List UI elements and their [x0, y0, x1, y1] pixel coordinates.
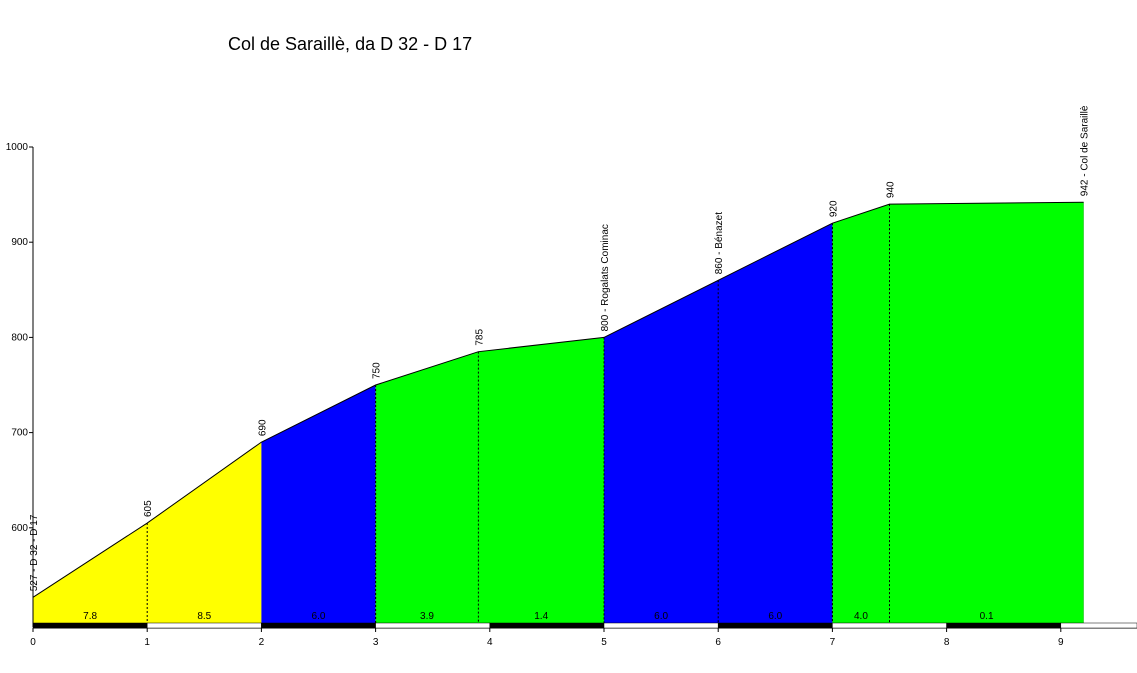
- point-labels: 527 - D 32 - D 17 605 690 750 785 800 - Rogal…: [29, 105, 1091, 591]
- point-label: 920: [828, 200, 839, 217]
- point-label: 942 - Col de Saraillè: [1080, 105, 1091, 196]
- x-tick-label: 1: [144, 637, 150, 648]
- distance-bar-block: [489, 622, 605, 629]
- x-tick-label: 5: [601, 637, 607, 648]
- x-tick-label: 4: [487, 637, 493, 648]
- distance-bar-block: [946, 622, 1062, 629]
- gradient-label: 1.4: [534, 611, 548, 622]
- area-segment-4: [604, 223, 833, 623]
- y-tick-label: 700: [11, 428, 28, 439]
- gradient-label: 7.8: [83, 611, 97, 622]
- area-segment-5: [832, 202, 1084, 623]
- distance-bar-block: [375, 622, 491, 629]
- gradient-label: 4.0: [854, 611, 868, 622]
- x-tick-label: 9: [1058, 637, 1064, 648]
- point-label: 800 - Rogalats Cominac: [600, 224, 611, 331]
- area-segments: [33, 202, 1084, 623]
- x-tick-label: 8: [944, 637, 950, 648]
- y-tick-label: 900: [11, 237, 28, 248]
- area-segment-3: [375, 337, 604, 623]
- gradient-label: 6.0: [768, 611, 782, 622]
- distance-bar-block: [261, 622, 376, 629]
- point-label: 527 - D 32 - D 17: [29, 514, 40, 591]
- x-tick-label: 3: [373, 637, 379, 648]
- area-segment-2: [261, 385, 376, 623]
- profile-line: [32, 201, 1084, 623]
- km-drop-lines: [146, 204, 890, 623]
- distance-bar-block: [603, 622, 719, 629]
- y-tick-label: 600: [11, 523, 28, 534]
- x-tick-label: 7: [830, 637, 836, 648]
- x-tick-label: 6: [715, 637, 721, 648]
- point-label: 785: [474, 329, 485, 346]
- profile-line-path: [32, 201, 1084, 598]
- y-tick-label: 800: [11, 332, 28, 343]
- distance-bar-block: [1060, 622, 1137, 629]
- gradient-label: 8.5: [197, 611, 211, 622]
- y-tick-label: 1000: [6, 142, 29, 153]
- point-label: 690: [257, 419, 268, 436]
- gradient-labels: 7.8 8.5 6.0 3.9 1.4 6.0 6.0 4.0 0.1: [83, 611, 994, 622]
- distance-bar-block: [717, 622, 833, 629]
- gradient-label: 0.1: [980, 611, 994, 622]
- gradient-label: 3.9: [420, 611, 434, 622]
- point-label: 940: [886, 181, 897, 198]
- distance-bar: [32, 622, 1137, 629]
- x-tick-label: 2: [259, 637, 265, 648]
- distance-bar-block: [146, 622, 262, 629]
- distance-bar-block: [32, 622, 148, 629]
- chart-title: Col de Saraillè, da D 32 - D 17: [228, 34, 473, 54]
- point-label: 605: [143, 500, 154, 517]
- gradient-label: 6.0: [654, 611, 668, 622]
- x-tick-label: 0: [30, 637, 36, 648]
- point-label: 860 - Bénazet: [714, 212, 725, 274]
- distance-bar-block: [832, 622, 947, 629]
- gradient-label: 6.0: [312, 611, 326, 622]
- point-label: 750: [372, 362, 383, 379]
